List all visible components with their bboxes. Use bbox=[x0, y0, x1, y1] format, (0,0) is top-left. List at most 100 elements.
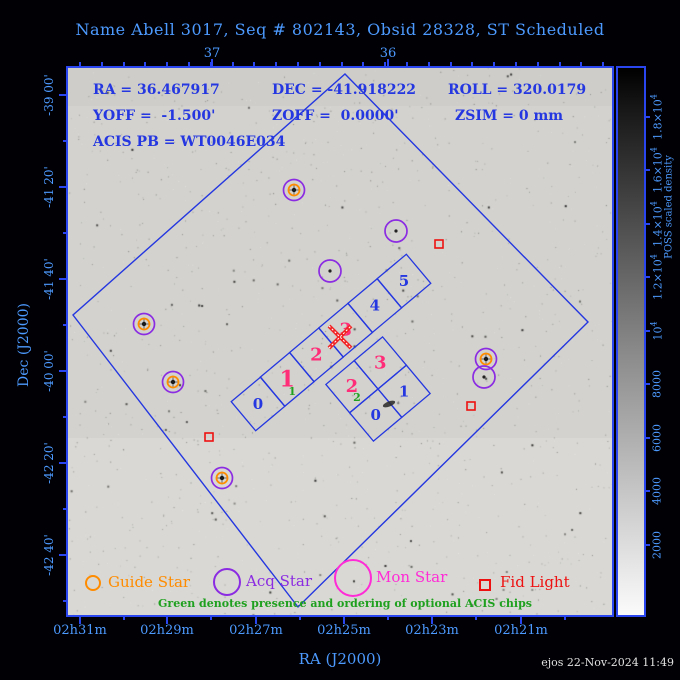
y-minor-tick bbox=[63, 416, 68, 418]
x-tick-label: 02h21m bbox=[494, 623, 548, 638]
page-title: Name Abell 3017, Seq # 802143, Obsid 283… bbox=[75, 20, 605, 39]
top-minor-tick bbox=[384, 62, 386, 68]
x-tick-label: 02h23m bbox=[405, 623, 459, 638]
y-minor-tick bbox=[63, 232, 68, 234]
top-tick-label: 36 bbox=[379, 46, 397, 61]
colorbar-tick bbox=[644, 223, 650, 225]
colorbar-title: POSS scaled density bbox=[663, 155, 675, 259]
colorbar-tick-label: 8000 bbox=[650, 370, 664, 398]
top-minor-tick bbox=[515, 62, 517, 68]
top-minor-tick bbox=[232, 62, 234, 68]
colorbar-gradient bbox=[618, 68, 644, 615]
top-minor-tick bbox=[341, 62, 343, 68]
top-minor-tick bbox=[537, 62, 539, 68]
y-minor-tick bbox=[63, 140, 68, 142]
colorbar-tick-label: 1.8×104 bbox=[649, 94, 665, 140]
y-major-tick bbox=[59, 278, 68, 280]
mon-star-label: Mon Star bbox=[376, 568, 448, 586]
guide-star-label: Guide Star bbox=[108, 573, 191, 591]
colorbar-tick bbox=[644, 276, 650, 278]
colorbar-tick bbox=[644, 437, 650, 439]
top-minor-tick bbox=[406, 62, 408, 68]
top-tick-label: 37 bbox=[203, 46, 221, 61]
top-minor-tick bbox=[471, 62, 473, 68]
colorbar-tick-label: 104 bbox=[649, 321, 665, 341]
y-minor-tick bbox=[63, 508, 68, 510]
top-minor-tick bbox=[580, 62, 582, 68]
y-axis-title: Dec (J2000) bbox=[16, 303, 32, 387]
colorbar-tick-label: 1.2×104 bbox=[649, 254, 665, 300]
mon-star-marker-icon bbox=[334, 559, 372, 597]
top-minor-tick bbox=[319, 62, 321, 68]
y-tick-label: -41 40' bbox=[42, 258, 56, 300]
y-major-tick bbox=[59, 370, 68, 372]
y-tick-label: -42 20' bbox=[42, 442, 56, 484]
x-minor-tick bbox=[475, 615, 477, 620]
x-tick-label: 02h29m bbox=[140, 623, 194, 638]
colorbar-tick-label: 4000 bbox=[650, 477, 664, 505]
x-major-tick bbox=[343, 615, 345, 624]
colorbar-tick-label: 6000 bbox=[650, 424, 664, 452]
info-text: YOFF = -1.500' bbox=[93, 108, 216, 124]
x-major-tick bbox=[166, 615, 168, 624]
x-minor-tick bbox=[210, 615, 212, 620]
top-minor-tick bbox=[297, 62, 299, 68]
y-tick-label: -41 20' bbox=[42, 166, 56, 208]
y-minor-tick bbox=[63, 324, 68, 326]
info-text: RA = 36.467917 bbox=[93, 82, 220, 98]
colorbar-tick bbox=[644, 169, 650, 171]
top-minor-tick bbox=[275, 62, 277, 68]
colorbar-tick bbox=[644, 544, 650, 546]
poss-sky-image bbox=[68, 68, 612, 615]
colorbar bbox=[616, 66, 646, 617]
top-minor-tick bbox=[559, 62, 561, 68]
colorbar-tick-label: 2000 bbox=[650, 531, 664, 559]
x-major-tick bbox=[255, 615, 257, 624]
top-major-tick bbox=[387, 59, 389, 68]
x-minor-tick bbox=[387, 615, 389, 620]
info-text: DEC = -41.918222 bbox=[272, 82, 417, 98]
top-minor-tick bbox=[166, 62, 168, 68]
colorbar-tick bbox=[644, 490, 650, 492]
colorbar-tick bbox=[644, 330, 650, 332]
y-major-tick bbox=[59, 554, 68, 556]
x-minor-tick bbox=[299, 615, 301, 620]
top-minor-tick bbox=[362, 62, 364, 68]
top-minor-tick bbox=[450, 62, 452, 68]
y-tick-label: -42 40' bbox=[42, 534, 56, 576]
fid-light-marker-icon bbox=[479, 579, 491, 591]
colorbar-tick bbox=[644, 383, 650, 385]
acq-star-label: Acq Star bbox=[246, 572, 313, 590]
colorbar-tick bbox=[644, 116, 650, 118]
top-major-tick bbox=[211, 59, 213, 68]
x-minor-tick bbox=[123, 615, 125, 620]
info-text: ROLL = 320.0179 bbox=[448, 82, 587, 98]
info-text: ACIS PB = WT0046E034 bbox=[93, 134, 286, 150]
x-tick-label: 02h31m bbox=[53, 623, 107, 638]
x-major-tick bbox=[79, 615, 81, 624]
top-minor-tick bbox=[428, 62, 430, 68]
y-major-tick bbox=[59, 462, 68, 464]
x-minor-tick bbox=[564, 615, 566, 620]
y-major-tick bbox=[59, 186, 68, 188]
x-axis-title: RA (J2000) bbox=[298, 650, 382, 668]
colorbar-tick-label: 1.6×104 bbox=[649, 147, 665, 193]
top-minor-tick bbox=[101, 62, 103, 68]
top-minor-tick bbox=[602, 62, 604, 68]
colorbar-tick-label: 1.4×104 bbox=[649, 201, 665, 247]
starfield-noise bbox=[68, 68, 612, 615]
fid-light-label: Fid Light bbox=[500, 573, 570, 591]
top-minor-tick bbox=[253, 62, 255, 68]
y-major-tick bbox=[59, 94, 68, 96]
timestamp: ejos 22-Nov-2024 11:49 bbox=[541, 656, 674, 669]
x-tick-label: 02h27m bbox=[229, 623, 283, 638]
guide-star-marker-icon bbox=[85, 575, 101, 591]
y-tick-label: -40 00' bbox=[42, 350, 56, 392]
top-minor-tick bbox=[188, 62, 190, 68]
acq-star-marker-icon bbox=[213, 568, 241, 596]
info-text: ZSIM = 0 mm bbox=[455, 108, 564, 124]
info-text: ZOFF = 0.0000' bbox=[272, 108, 399, 124]
x-major-tick bbox=[520, 615, 522, 624]
top-minor-tick bbox=[144, 62, 146, 68]
